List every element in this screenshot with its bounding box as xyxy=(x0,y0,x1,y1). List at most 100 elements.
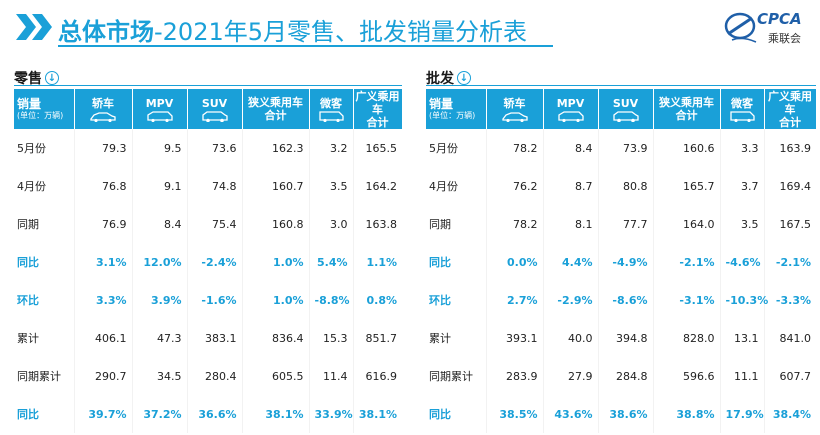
column-header: MPV xyxy=(132,89,188,129)
table-cell: 11.4 xyxy=(308,357,353,395)
row-label: 5月份 xyxy=(14,129,74,167)
row-label: 同比 xyxy=(426,395,486,433)
row-header-unit: (单位：万辆) xyxy=(17,111,64,120)
table-cell: -2.1% xyxy=(763,243,816,281)
table-cell: 37.2% xyxy=(131,395,187,433)
row-header-cell: 销量 (单位：万辆) xyxy=(426,89,487,129)
table-cell: 828.0 xyxy=(652,319,720,357)
column-header: 微客 xyxy=(720,89,765,129)
table-cell: 3.5 xyxy=(308,167,353,205)
table-cell: 34.5 xyxy=(131,357,187,395)
table-cell: 5.4% xyxy=(308,243,353,281)
table-row: 5月份 79.3 9.5 73.6 162.3 3.2 165.5 xyxy=(14,129,402,167)
column-header-label: MPV xyxy=(556,96,585,110)
table-cell: 15.3 xyxy=(308,319,353,357)
table-cell: 0.0% xyxy=(485,243,543,281)
table-cell: 40.0 xyxy=(542,319,598,357)
row-label: 同期累计 xyxy=(14,357,74,395)
table-cell: 9.1 xyxy=(131,167,187,205)
table-cell: -4.6% xyxy=(719,243,764,281)
table-cell: 79.3 xyxy=(73,129,132,167)
double-chevron-icon xyxy=(16,14,52,40)
table-cell: 73.9 xyxy=(597,129,653,167)
table-cell: 75.4 xyxy=(186,205,242,243)
table-cell: 38.4% xyxy=(763,395,816,433)
table-cell: 33.9% xyxy=(308,395,353,433)
row-header-cell: 销量 (单位：万辆) xyxy=(14,89,75,129)
minivan-icon xyxy=(319,110,344,122)
suv-icon xyxy=(201,110,228,122)
column-header: 狭义乘用车 合计 xyxy=(653,89,721,129)
table-cell: -3.1% xyxy=(652,281,720,319)
cpca-logo-icon xyxy=(724,12,757,43)
table-cell: 76.8 xyxy=(73,167,132,205)
table-cell: 160.7 xyxy=(241,167,309,205)
table-cell: 167.5 xyxy=(763,205,816,243)
column-header-label: 狭义乘用车 xyxy=(659,96,714,109)
table-cell: 169.4 xyxy=(763,167,816,205)
page-header: 总体市场-2021年5月零售、批发销量分析表 CPCA 乘联会 xyxy=(0,0,820,55)
table-cell: 162.3 xyxy=(241,129,309,167)
table-cell: 4.4% xyxy=(542,243,598,281)
table-cell: 12.0% xyxy=(131,243,187,281)
table-cell: 164.2 xyxy=(352,167,402,205)
table-row: 同期累计 283.9 27.9 284.8 596.6 11.1 607.7 xyxy=(426,357,816,395)
table-cell: 74.8 xyxy=(186,167,242,205)
table-row: 同期累计 290.7 34.5 280.4 605.5 11.4 616.9 xyxy=(14,357,402,395)
table-cell: 284.8 xyxy=(597,357,653,395)
table-cell: 160.8 xyxy=(241,205,309,243)
table-cell: -10.3% xyxy=(719,281,768,319)
logo-text: CPCA xyxy=(757,10,802,28)
table-cell: 605.5 xyxy=(241,357,309,395)
table-row: 累计 393.1 40.0 394.8 828.0 13.1 841.0 xyxy=(426,319,816,357)
table-cell: 1.1% xyxy=(352,243,402,281)
table-cell: 394.8 xyxy=(597,319,653,357)
logo-subtitle: 乘联会 xyxy=(768,32,801,45)
table-cell: 73.6 xyxy=(186,129,242,167)
table-cell: 47.3 xyxy=(131,319,187,357)
table-cell: 38.8% xyxy=(652,395,720,433)
table-cell: 8.1 xyxy=(542,205,598,243)
row-label: 环比 xyxy=(426,281,486,319)
table-cell: 3.7 xyxy=(719,167,764,205)
table-cell: 36.6% xyxy=(186,395,242,433)
table-cell: 77.7 xyxy=(597,205,653,243)
column-header: 轿车 xyxy=(74,89,133,129)
column-header: SUV xyxy=(598,89,654,129)
table-cell: 38.6% xyxy=(597,395,653,433)
table-row: 同期 76.9 8.4 75.4 160.8 3.0 163.8 xyxy=(14,205,402,243)
row-label: 4月份 xyxy=(426,167,486,205)
retail-section-label: 零售 ↓ xyxy=(14,68,59,88)
table-cell: 38.5% xyxy=(485,395,543,433)
retail-table: 销量 (单位：万辆) 轿车 MPV SUV 狭义乘用车 合计 微客 广义乘用车 合计 5月份 79.3… xyxy=(14,89,403,433)
sedan-icon xyxy=(90,111,116,122)
table-row: 同比 38.5% 43.6% 38.6% 38.8% 17.9% 38.4% xyxy=(426,395,816,433)
row-label: 同比 xyxy=(14,243,74,281)
table-row: 同期 78.2 8.1 77.7 164.0 3.5 167.5 xyxy=(426,205,816,243)
suv-icon xyxy=(612,110,639,122)
table-cell: 13.1 xyxy=(719,319,764,357)
table-cell: 851.7 xyxy=(352,319,402,357)
table-cell: 8.4 xyxy=(542,129,598,167)
table-cell: 8.7 xyxy=(542,167,598,205)
table-row: 4月份 76.2 8.7 80.8 165.7 3.7 169.4 xyxy=(426,167,816,205)
table-row: 同比 39.7% 37.2% 36.6% 38.1% 33.9% 38.1% xyxy=(14,395,402,433)
table-cell: 39.7% xyxy=(73,395,132,433)
column-header-label: 合计 xyxy=(366,115,389,129)
wholesale-divider xyxy=(426,85,816,86)
column-header: SUV xyxy=(187,89,243,129)
row-label: 同期累计 xyxy=(426,357,486,395)
table-cell: 393.1 xyxy=(485,319,543,357)
table-cell: 841.0 xyxy=(763,319,816,357)
table-cell: 616.9 xyxy=(352,357,402,395)
page-title: 总体市场-2021年5月零售、批发销量分析表 xyxy=(58,18,528,46)
wholesale-section-label: 批发 ↓ xyxy=(426,68,471,88)
table-cell: 163.9 xyxy=(763,129,816,167)
table-cell: 163.8 xyxy=(352,205,402,243)
table-cell: 38.1% xyxy=(241,395,309,433)
column-header-label: 合计 xyxy=(779,115,801,129)
row-label: 同比 xyxy=(14,395,74,433)
table-header-row: 销量 (单位：万辆) 轿车 MPV SUV 狭义乘用车 合计 微客 广义乘用车 合计 xyxy=(426,89,817,129)
table-cell: 2.7% xyxy=(485,281,543,319)
title-underline xyxy=(58,45,553,47)
